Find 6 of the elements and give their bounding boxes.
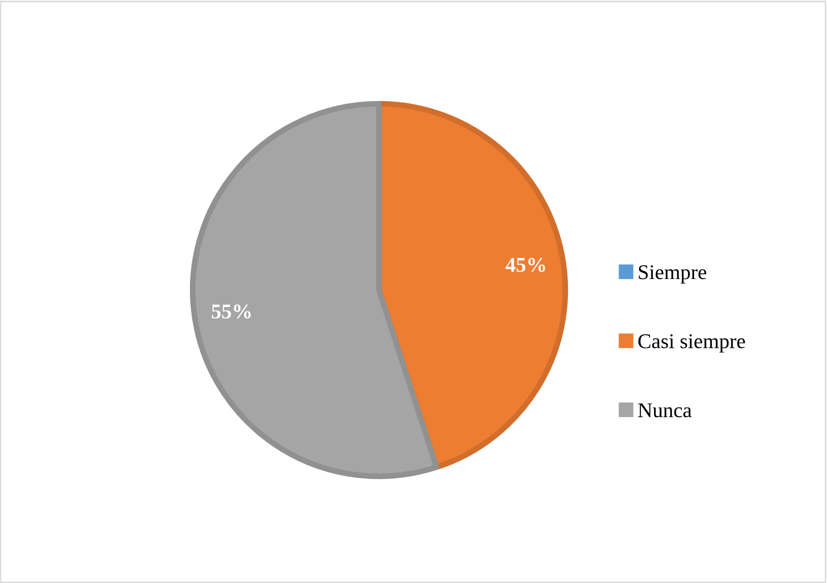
data-label: 45% xyxy=(506,258,546,272)
legend-label: Casi siempre xyxy=(638,334,745,353)
legend-label: Siempre xyxy=(638,265,706,284)
pie-slice xyxy=(190,100,440,480)
legend-label: Nunca xyxy=(638,403,692,418)
data-label: 55% xyxy=(212,304,251,319)
